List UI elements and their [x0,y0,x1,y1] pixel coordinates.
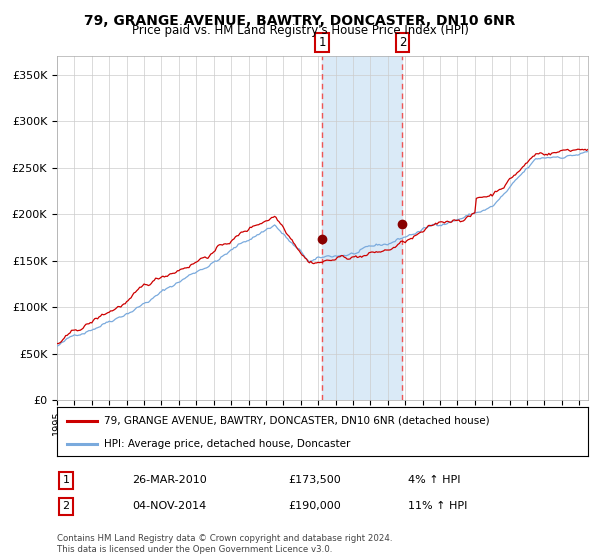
Text: 2: 2 [398,36,406,49]
Text: Contains HM Land Registry data © Crown copyright and database right 2024.: Contains HM Land Registry data © Crown c… [57,534,392,543]
Text: 4% ↑ HPI: 4% ↑ HPI [408,475,461,486]
Text: Price paid vs. HM Land Registry's House Price Index (HPI): Price paid vs. HM Land Registry's House … [131,24,469,37]
Text: £173,500: £173,500 [288,475,341,486]
Text: 1: 1 [319,36,326,49]
Text: 79, GRANGE AVENUE, BAWTRY, DONCASTER, DN10 6NR: 79, GRANGE AVENUE, BAWTRY, DONCASTER, DN… [85,14,515,28]
Text: 79, GRANGE AVENUE, BAWTRY, DONCASTER, DN10 6NR (detached house): 79, GRANGE AVENUE, BAWTRY, DONCASTER, DN… [104,416,490,426]
Bar [322,56,403,400]
Text: HPI: Average price, detached house, Doncaster: HPI: Average price, detached house, Donc… [104,439,350,449]
Text: This data is licensed under the Open Government Licence v3.0.: This data is licensed under the Open Gov… [57,545,332,554]
Text: 04-NOV-2014: 04-NOV-2014 [132,501,206,511]
Text: 1: 1 [62,475,70,486]
Text: 2: 2 [62,501,70,511]
Text: 26-MAR-2010: 26-MAR-2010 [132,475,207,486]
Text: £190,000: £190,000 [288,501,341,511]
Text: 11% ↑ HPI: 11% ↑ HPI [408,501,467,511]
